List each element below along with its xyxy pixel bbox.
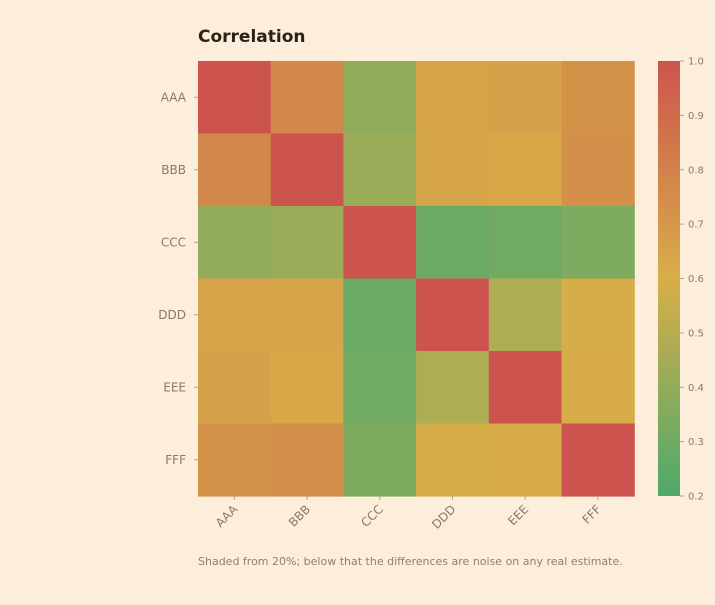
colorbar-ticks: 0.2 0.3 0.4 0.5 0.6 0.7 0.8 0.9 1.0 bbox=[680, 57, 704, 503]
x-tick-label: FFF bbox=[579, 502, 604, 527]
heatmap-cell-bbb-bbb bbox=[270, 133, 344, 207]
chart-title: Correlation bbox=[198, 27, 306, 47]
heatmap-cell-aaa-fff bbox=[561, 61, 635, 135]
heatmap-cell-eee-ccc bbox=[343, 351, 417, 425]
heatmap-cell-ddd-fff bbox=[561, 278, 635, 352]
heatmap-cells bbox=[198, 61, 635, 497]
heatmap-cell-aaa-ccc bbox=[343, 61, 417, 135]
x-tick-label: AAA bbox=[213, 502, 241, 530]
heatmap-cell-ddd-aaa bbox=[198, 278, 272, 352]
heatmap-cell-ddd-ccc bbox=[343, 278, 417, 352]
y-tick-label: CCC bbox=[161, 235, 186, 249]
heatmap-cell-bbb-ccc bbox=[343, 133, 417, 207]
y-tick-label: DDD bbox=[158, 308, 186, 322]
y-tick-label: EEE bbox=[163, 380, 186, 394]
heatmap-cell-aaa-aaa bbox=[198, 61, 272, 135]
heatmap-cell-fff-fff bbox=[561, 423, 635, 497]
heatmap-cell-ccc-eee bbox=[488, 206, 563, 280]
colorbar-tick-label: 0.3 bbox=[688, 437, 704, 448]
x-tick-label: EEE bbox=[505, 502, 531, 528]
heatmap-cell-ccc-aaa bbox=[198, 206, 272, 280]
heatmap-cell-bbb-fff bbox=[561, 133, 635, 207]
x-tick-label: BBB bbox=[286, 502, 313, 529]
colorbar-tick-label: 0.8 bbox=[688, 165, 704, 176]
colorbar-tick-label: 1.0 bbox=[688, 57, 704, 68]
heatmap-cell-aaa-bbb bbox=[270, 61, 344, 135]
colorbar-tick-label: 0.7 bbox=[688, 220, 704, 231]
heatmap-cell-bbb-aaa bbox=[198, 133, 272, 207]
y-tick-label: AAA bbox=[161, 90, 187, 104]
heatmap-cell-ccc-ddd bbox=[416, 206, 490, 280]
heatmap-cell-bbb-ddd bbox=[416, 133, 490, 207]
heatmap-cell-aaa-eee bbox=[488, 61, 563, 135]
heatmap-cell-aaa-ddd bbox=[416, 61, 490, 135]
heatmap-cell-fff-bbb bbox=[270, 423, 344, 497]
colorbar bbox=[658, 61, 680, 496]
heatmap-cell-fff-aaa bbox=[198, 423, 272, 497]
heatmap-cell-ccc-bbb bbox=[270, 206, 344, 280]
colorbar-tick-label: 0.4 bbox=[688, 383, 704, 394]
heatmap-cell-ddd-bbb bbox=[270, 278, 344, 352]
heatmap-cell-eee-aaa bbox=[198, 351, 272, 425]
y-tick-label: BBB bbox=[161, 163, 186, 177]
heatmap-cell-fff-ddd bbox=[416, 423, 490, 497]
heatmap-cell-ccc-ccc bbox=[343, 206, 417, 280]
heatmap-cell-eee-bbb bbox=[270, 351, 344, 425]
heatmap-cell-ddd-eee bbox=[488, 278, 563, 352]
y-axis-ticks: AAA BBB CCC DDD EEE FFF bbox=[158, 90, 198, 467]
heatmap-cell-eee-fff bbox=[561, 351, 635, 425]
heatmap-cell-bbb-eee bbox=[488, 133, 563, 207]
colorbar-tick-label: 0.6 bbox=[688, 274, 704, 285]
x-tick-label: DDD bbox=[429, 502, 459, 532]
chart-footnote: Shaded from 20%; below that the differen… bbox=[198, 555, 623, 568]
colorbar-tick-label: 0.9 bbox=[688, 111, 704, 122]
x-tick-label: CCC bbox=[358, 502, 386, 530]
heatmap-cell-fff-ccc bbox=[343, 423, 417, 497]
colorbar-tick-label: 0.2 bbox=[688, 492, 704, 503]
colorbar-tick-label: 0.5 bbox=[688, 328, 704, 339]
heatmap-cell-ddd-ddd bbox=[416, 278, 490, 352]
heatmap-cell-ccc-fff bbox=[561, 206, 635, 280]
heatmap-cell-fff-eee bbox=[488, 423, 563, 497]
y-tick-label: FFF bbox=[165, 453, 186, 467]
x-axis-ticks: AAA BBB CCC DDD EEE FFF bbox=[213, 496, 604, 532]
heatmap-cell-eee-eee bbox=[488, 351, 563, 425]
heatmap-cell-eee-ddd bbox=[416, 351, 490, 425]
